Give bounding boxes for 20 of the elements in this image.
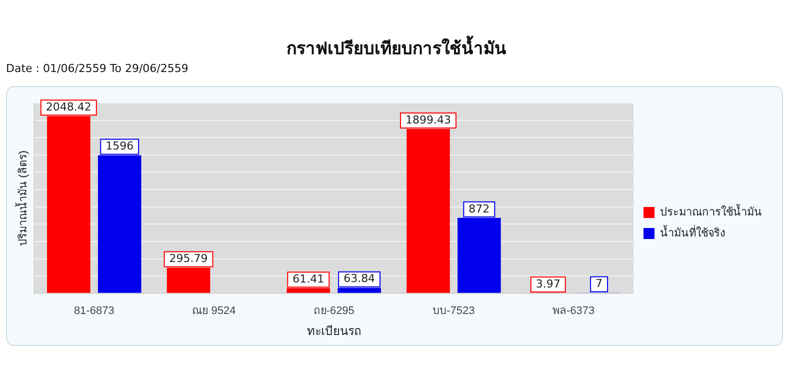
data-label: 63.84 [344,272,376,286]
x-axis-title: ทะเบียนรถ [306,324,361,338]
y-axis-title: ปริมาณน้ำมัน (ลิตร) [14,150,30,246]
data-label: 3.97 [536,277,560,290]
x-tick-label: พล-6373 [552,305,595,318]
data-label: 295.79 [169,252,208,266]
data-label: 1899.43 [405,113,451,126]
legend-label: น้ำมันที่ใช้จริง [660,224,725,240]
data-label: 2048.42 [46,100,92,114]
x-tick-label: ถย-6295 [313,305,354,318]
x-tick-label: บบ-7523 [432,305,475,318]
x-tick-label: 81-6873 [74,305,114,318]
data-label: 1596 [106,140,134,153]
data-label: 7 [596,277,603,290]
chart-title: กราฟเปรียบเทียบการใช้น้ำมัน [286,34,508,61]
data-label: 61.41 [292,272,324,286]
x-tick-label: ณย 9524 [192,305,236,318]
legend-label: ประมาณการใช้น้ำมัน [660,204,762,219]
data-label: 872 [468,202,490,216]
chart-subtitle: Date : 01/06/2559 To 29/06/2559 [6,62,188,75]
